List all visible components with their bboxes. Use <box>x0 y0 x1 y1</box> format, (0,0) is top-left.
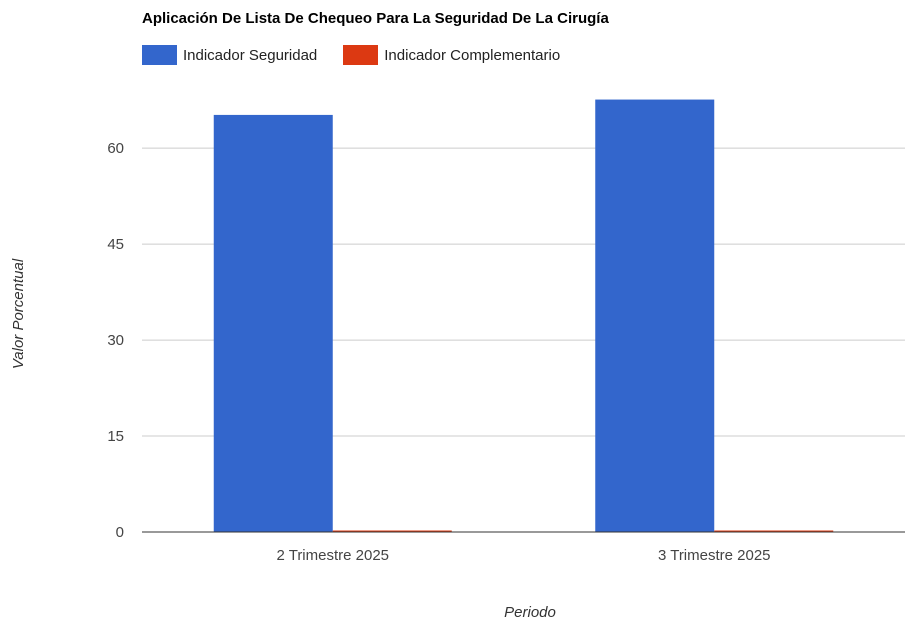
legend-label-seguridad: Indicador Seguridad <box>183 46 318 64</box>
y-axis-ticks: 0 15 30 45 60 <box>107 140 124 541</box>
legend-label-complementario: Indicador Complementario <box>384 46 561 64</box>
x-axis-ticks: 2 Trimestre 2025 3 Trimestre 2025 <box>276 547 770 564</box>
legend: Indicador Seguridad Indicador Complement… <box>142 45 586 65</box>
y-tick-label: 30 <box>107 332 124 349</box>
bar[interactable] <box>595 99 715 532</box>
y-tick-label: 45 <box>107 236 124 253</box>
bars <box>213 99 834 533</box>
legend-swatch-complementario <box>343 45 379 65</box>
legend-swatch-seguridad <box>142 45 177 65</box>
bar[interactable] <box>332 530 452 533</box>
chart-title: Aplicación De Lista De Chequeo Para La S… <box>142 10 609 27</box>
x-axis-title: Periodo <box>504 604 556 621</box>
y-tick-label: 15 <box>107 428 124 445</box>
bar[interactable] <box>213 114 333 532</box>
bar[interactable] <box>714 530 834 533</box>
y-axis-title: Valor Porcentual <box>10 258 27 369</box>
y-tick-label: 0 <box>116 524 124 541</box>
x-tick-label: 2 Trimestre 2025 <box>276 547 389 564</box>
legend-item-complementario[interactable]: Indicador Complementario <box>343 45 560 65</box>
y-tick-label: 60 <box>107 140 124 157</box>
legend-item-seguridad[interactable]: Indicador Seguridad <box>142 45 317 65</box>
x-tick-label: 3 Trimestre 2025 <box>658 547 771 564</box>
